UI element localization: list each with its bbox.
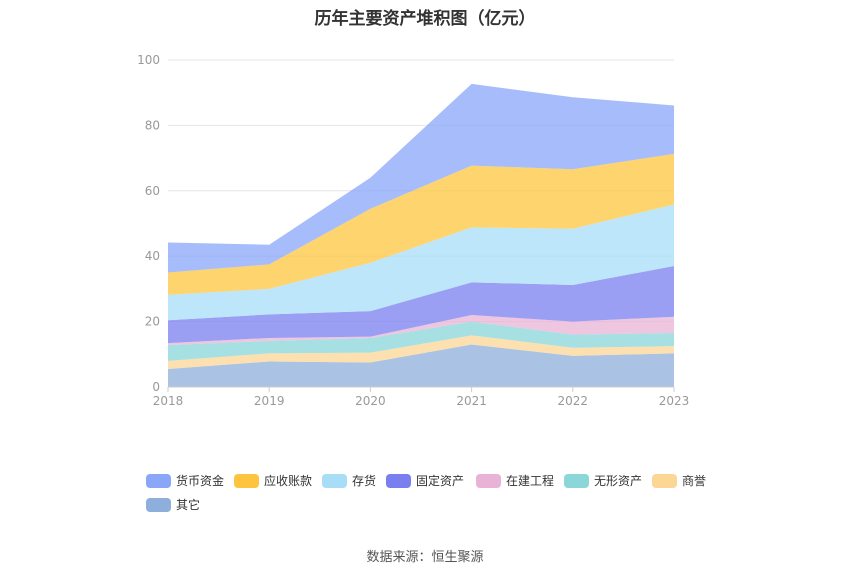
legend-item[interactable]: 在建工程 bbox=[476, 472, 554, 492]
area-series bbox=[168, 83, 674, 387]
legend-item[interactable]: 其它 bbox=[146, 496, 200, 516]
x-tick-label: 2022 bbox=[558, 394, 589, 408]
legend-swatch bbox=[386, 473, 411, 488]
x-axis bbox=[167, 386, 675, 392]
area-series-path bbox=[168, 315, 674, 346]
legend-item[interactable]: 无形资产 bbox=[564, 472, 642, 492]
legend-label: 在建工程 bbox=[506, 474, 555, 488]
area-series-path bbox=[168, 266, 674, 344]
y-tick-label: 100 bbox=[137, 53, 160, 67]
area-series-path bbox=[168, 204, 674, 321]
y-tick-label: 40 bbox=[145, 249, 160, 263]
legend-item[interactable]: 商誉 bbox=[652, 472, 706, 492]
legend-swatch bbox=[476, 473, 501, 488]
x-axis-labels: 2018 2019 2020 2021 2022 2023 bbox=[153, 394, 690, 408]
x-tick-label: 2021 bbox=[456, 394, 487, 408]
legend-label: 货币资金 bbox=[176, 474, 225, 488]
legend-label: 其它 bbox=[176, 498, 201, 512]
legend-swatch bbox=[322, 473, 347, 488]
y-tick-label: 0 bbox=[152, 380, 160, 394]
area-series-path bbox=[168, 83, 674, 273]
legend-swatch bbox=[564, 473, 589, 488]
source-note: 数据来源：恒生聚源 bbox=[366, 550, 484, 565]
legend-swatch bbox=[146, 473, 171, 488]
legend-swatch bbox=[652, 473, 677, 488]
legend-item[interactable]: 货币资金 bbox=[146, 472, 224, 492]
area-series-path bbox=[168, 344, 674, 387]
legend-label: 固定资产 bbox=[416, 474, 465, 488]
area-series-path bbox=[168, 335, 674, 370]
legend-label: 存货 bbox=[352, 474, 377, 488]
y-axis-labels: 0 20 40 60 80 100 bbox=[137, 53, 160, 394]
legend-item[interactable]: 应收账款 bbox=[234, 472, 312, 492]
legend-label: 无形资产 bbox=[594, 474, 643, 488]
y-tick-label: 80 bbox=[145, 118, 160, 132]
legend-item[interactable]: 固定资产 bbox=[386, 472, 464, 492]
x-tick-label: 2019 bbox=[254, 394, 285, 408]
legend-label: 商誉 bbox=[682, 474, 707, 488]
area-series-path bbox=[168, 153, 674, 295]
y-tick-label: 20 bbox=[145, 315, 160, 329]
x-tick-label: 2018 bbox=[153, 394, 184, 408]
x-tick-label: 2020 bbox=[355, 394, 386, 408]
legend-item[interactable]: 存货 bbox=[322, 472, 376, 492]
area-series-path bbox=[168, 321, 674, 361]
legend-swatch bbox=[234, 473, 259, 488]
legend-label: 应收账款 bbox=[264, 474, 313, 488]
x-tick-label: 2023 bbox=[659, 394, 690, 408]
legend-swatch bbox=[146, 497, 171, 512]
y-tick-label: 60 bbox=[145, 184, 160, 198]
chart-title: 历年主要资产堆积图（亿元） bbox=[314, 9, 536, 29]
